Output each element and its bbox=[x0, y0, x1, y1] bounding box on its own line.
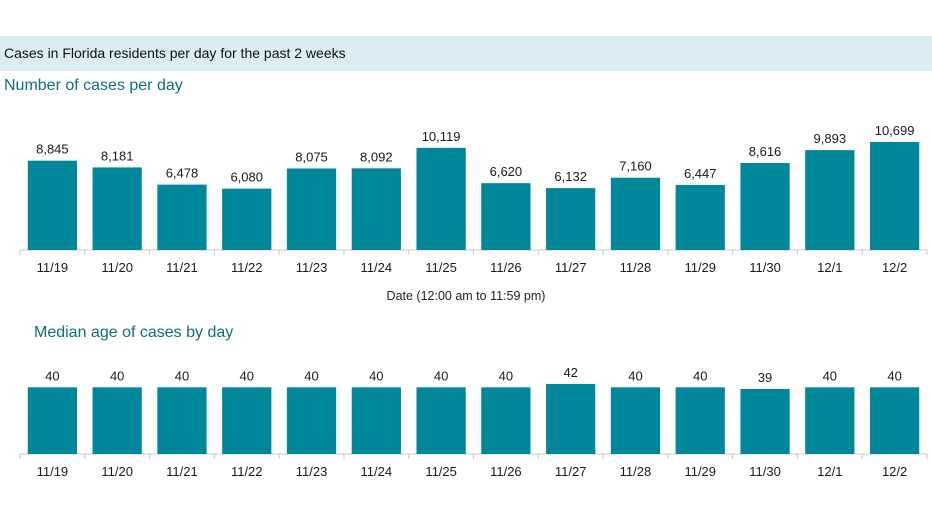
cases-bar bbox=[351, 168, 401, 250]
cases-bar bbox=[869, 142, 920, 250]
median-age-chart-title: Median age of cases by day bbox=[34, 324, 234, 341]
median-age-bar-chart: 40 11/19 40 11/20 40 11/21 40 11/22 40 11/23 40 11/… bbox=[19, 365, 928, 479]
median-age-bar bbox=[675, 387, 725, 454]
cases-bar bbox=[222, 188, 272, 250]
cases-bar bbox=[27, 160, 78, 250]
cases-x-tick-label: 11/28 bbox=[620, 260, 652, 275]
median-age-bar bbox=[286, 387, 337, 454]
cases-x-tick-label: 11/26 bbox=[490, 260, 522, 275]
median-age-bar bbox=[610, 387, 661, 454]
median-age-x-tick-label: 11/23 bbox=[296, 464, 328, 479]
cases-chart-title: Number of cases per day bbox=[4, 77, 183, 94]
cases-x-tick-label: 11/29 bbox=[684, 260, 716, 275]
median-age-x-tick-label: 11/26 bbox=[490, 464, 522, 479]
cases-bar bbox=[675, 184, 725, 250]
cases-bar bbox=[481, 183, 531, 250]
cases-data-label: 6,478 bbox=[166, 166, 199, 181]
cases-bar bbox=[740, 163, 790, 250]
cases-x-tick-label: 11/21 bbox=[166, 260, 198, 275]
cases-bar-chart: 8,845 11/19 8,181 11/20 6,478 11/21 6,080 11/22… bbox=[19, 123, 928, 275]
median-age-data-label: 40 bbox=[887, 368, 901, 383]
cases-data-label: 8,092 bbox=[360, 149, 393, 164]
page-title: Cases in Florida residents per day for t… bbox=[4, 45, 346, 61]
cases-bar bbox=[610, 177, 661, 250]
median-age-bar bbox=[869, 387, 920, 454]
median-age-data-label: 39 bbox=[758, 370, 772, 385]
cases-x-tick-label: 11/22 bbox=[231, 260, 263, 275]
cases-x-tick-label: 11/30 bbox=[749, 260, 781, 275]
median-age-data-label: 40 bbox=[110, 368, 124, 383]
cases-data-label: 6,080 bbox=[230, 170, 263, 185]
median-age-bar bbox=[416, 387, 466, 454]
median-age-data-label: 40 bbox=[175, 368, 189, 383]
median-age-bar bbox=[157, 387, 207, 454]
cases-data-label: 10,699 bbox=[875, 123, 915, 138]
median-age-data-label: 40 bbox=[369, 368, 383, 383]
cases-data-label: 8,181 bbox=[101, 148, 134, 163]
median-age-x-tick-label: 11/27 bbox=[555, 464, 587, 479]
cases-data-label: 8,075 bbox=[295, 149, 328, 164]
cases-bar bbox=[157, 184, 207, 250]
median-age-x-tick-label: 11/29 bbox=[684, 464, 716, 479]
median-age-data-label: 40 bbox=[628, 368, 642, 383]
median-age-x-tick-label: 11/19 bbox=[37, 464, 69, 479]
cases-data-label: 6,447 bbox=[684, 166, 717, 181]
median-age-bar bbox=[351, 387, 401, 454]
cases-x-tick-label: 11/25 bbox=[425, 260, 457, 275]
cases-x-tick-label: 12/1 bbox=[817, 260, 842, 275]
cases-data-label: 10,119 bbox=[422, 129, 461, 144]
cases-data-label: 6,620 bbox=[490, 164, 523, 179]
median-age-x-tick-label: 11/25 bbox=[425, 464, 457, 479]
cases-x-tick-label: 11/27 bbox=[555, 260, 587, 275]
median-age-x-tick-label: 11/20 bbox=[101, 464, 133, 479]
median-age-bar bbox=[222, 387, 272, 454]
median-age-data-label: 40 bbox=[499, 368, 513, 383]
median-age-x-tick-label: 11/28 bbox=[620, 464, 652, 479]
cases-data-label: 9,893 bbox=[814, 131, 847, 146]
cases-bar bbox=[546, 188, 596, 250]
median-age-data-label: 40 bbox=[823, 368, 837, 383]
median-age-x-tick-label: 12/2 bbox=[882, 464, 907, 479]
median-age-bar bbox=[92, 387, 142, 454]
cases-data-label: 7,160 bbox=[619, 159, 652, 174]
title-banner: Cases in Florida residents per day for t… bbox=[0, 36, 932, 71]
cases-data-label: 8,616 bbox=[749, 144, 782, 159]
cases-bar bbox=[416, 147, 466, 250]
median-age-data-label: 40 bbox=[304, 368, 318, 383]
cases-x-tick-label: 11/24 bbox=[361, 260, 393, 275]
cases-data-label: 6,132 bbox=[554, 169, 587, 184]
cases-x-tick-label: 11/23 bbox=[296, 260, 328, 275]
median-age-bar bbox=[740, 389, 790, 454]
cases-bar bbox=[92, 167, 142, 250]
median-age-bar bbox=[546, 384, 596, 454]
median-age-data-label: 40 bbox=[434, 368, 448, 383]
median-age-x-tick-label: 11/22 bbox=[231, 464, 263, 479]
cases-x-tick-label: 11/20 bbox=[101, 260, 133, 275]
median-age-x-tick-label: 11/24 bbox=[361, 464, 393, 479]
median-age-x-tick-label: 12/1 bbox=[817, 464, 842, 479]
median-age-data-label: 40 bbox=[240, 368, 254, 383]
median-age-data-label: 40 bbox=[45, 368, 59, 383]
cases-x-tick-label: 12/2 bbox=[882, 260, 907, 275]
median-age-bar bbox=[805, 387, 855, 454]
cases-bar bbox=[805, 150, 855, 250]
median-age-data-label: 40 bbox=[693, 368, 707, 383]
median-age-bar bbox=[27, 387, 78, 454]
median-age-x-tick-label: 11/21 bbox=[166, 464, 198, 479]
cases-x-axis-title: Date (12:00 am to 11:59 pm) bbox=[386, 289, 546, 303]
cases-bar bbox=[286, 168, 337, 250]
median-age-data-label: 42 bbox=[563, 365, 577, 380]
median-age-bar bbox=[481, 387, 531, 454]
cases-x-tick-label: 11/19 bbox=[37, 260, 69, 275]
cases-data-label: 8,845 bbox=[36, 142, 69, 157]
median-age-x-tick-label: 11/30 bbox=[749, 464, 781, 479]
